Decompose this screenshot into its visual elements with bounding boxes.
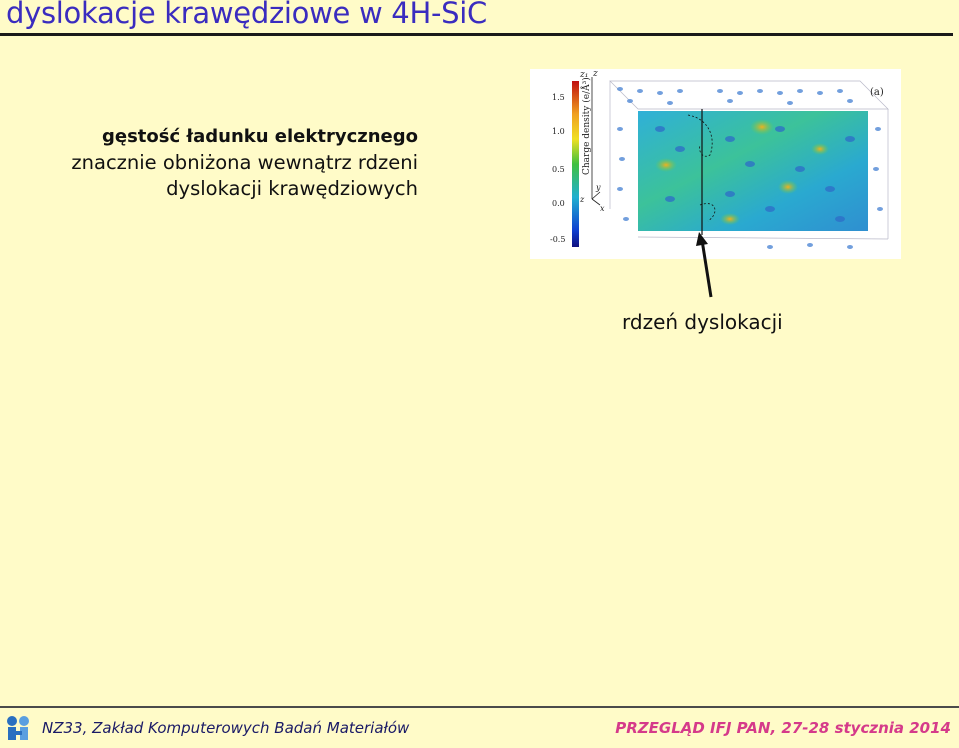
- description-line-2: znacznie obniżona wewnątrz rdzeni: [71, 151, 418, 174]
- x-axis-line: [591, 198, 601, 206]
- description-text: gęstość ładunku elektrycznego znacznie o…: [71, 124, 418, 202]
- y-axis-line: [591, 191, 601, 200]
- description-line-1: gęstość ładunku elektrycznego: [101, 126, 418, 147]
- slide-title: dyslokacje krawędziowe w 4H-SiC: [6, 0, 487, 30]
- footer-affiliation: NZ33, Zakład Komputerowych Badań Materia…: [42, 719, 410, 737]
- colorbar-tick-1: 1.5: [552, 93, 565, 102]
- axis-label-z1: z₁: [579, 70, 588, 80]
- colorbar-tick-4: 0.0: [552, 199, 565, 208]
- footer-divider: [0, 706, 959, 708]
- panel-label: (a): [870, 87, 884, 98]
- axis-label-z: z: [592, 69, 598, 79]
- ifj-logo-icon: [7, 716, 29, 740]
- description-line-3: dyslokacji krawędziowych: [166, 177, 418, 200]
- title-underline: [0, 33, 953, 36]
- colorbar-tick-5: -0.5: [550, 235, 565, 244]
- axis-label-x: x: [600, 204, 605, 213]
- axis-label-z2: z: [579, 195, 585, 204]
- footer-event: PRZEGLĄD IFJ PAN, 27-28 stycznia 2014: [615, 719, 951, 737]
- dislocation-core-label: rdzeń dyslokacji: [622, 310, 783, 334]
- charge-density-slab: [638, 111, 868, 231]
- colorbar-tick-3: 0.5: [552, 165, 565, 174]
- axis-label-y: y: [595, 183, 601, 192]
- colorbar: [572, 81, 579, 247]
- colorbar-tick-2: 1.0: [552, 127, 565, 136]
- charge-density-figure: Charge density (e/Å³) 1.5 1.0 0.5 0.0 -0…: [530, 69, 901, 259]
- charge-density-image: Charge density (e/Å³) 1.5 1.0 0.5 0.0 -0…: [550, 69, 889, 249]
- colorbar-title: Charge density (e/Å³): [580, 77, 592, 175]
